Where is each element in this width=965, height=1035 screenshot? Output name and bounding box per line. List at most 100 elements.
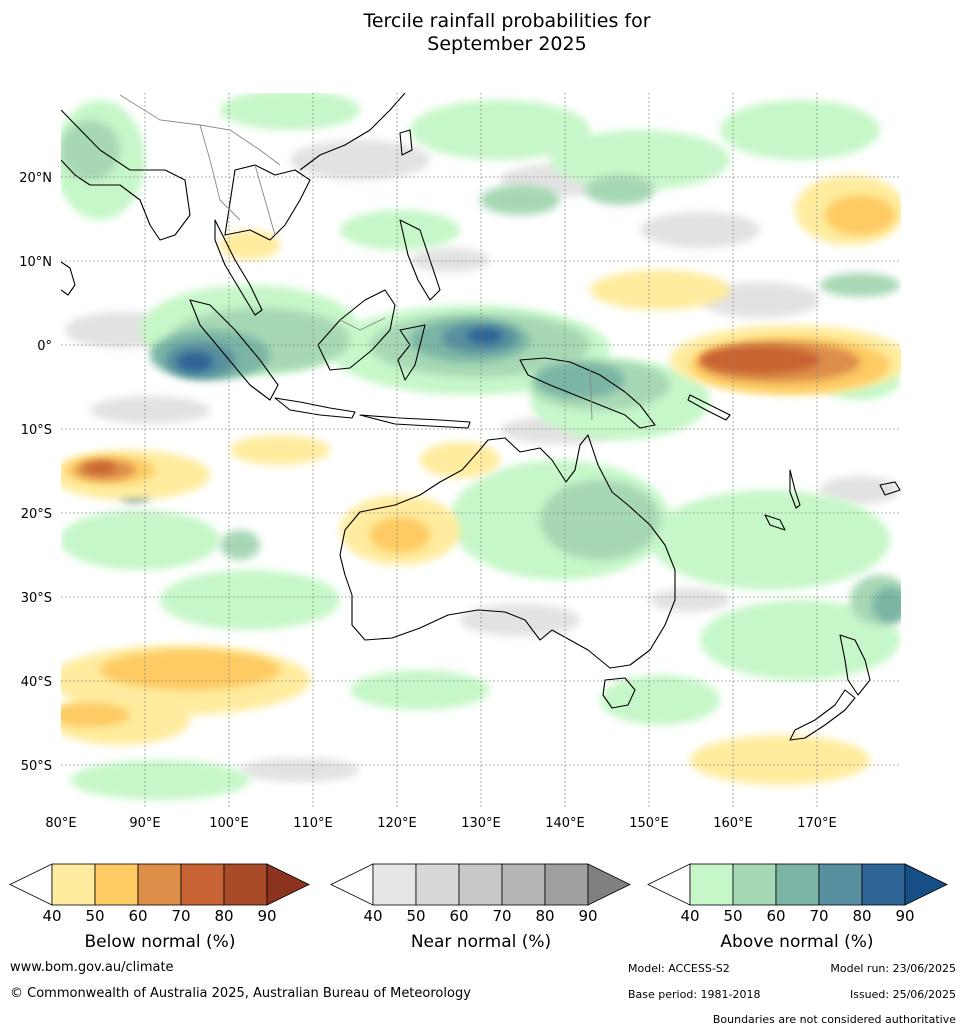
taiwan-coast — [399, 129, 413, 156]
lat-label-40s: 40°S — [21, 675, 52, 690]
colorbar-above-segment — [775, 863, 820, 906]
colorbar-above-tick: 60 — [766, 907, 785, 925]
lon-labels: 80°E 90°E 100°E 110°E 120°E 130°E 140°E … — [45, 816, 836, 831]
lon-label-120e: 120°E — [377, 816, 417, 831]
lat-label-10s: 10°S — [21, 423, 52, 438]
colorbar-below-tick: 80 — [214, 907, 233, 925]
vanuatu-coast — [789, 469, 801, 509]
colorbar-above-title: Above normal (%) — [720, 932, 874, 952]
colorbar-above-low-arrow — [647, 863, 691, 906]
philippines-coast — [399, 219, 441, 301]
colorbar-above-tick: 40 — [680, 907, 699, 925]
india-coast — [61, 109, 191, 241]
colorbar-near-tick: 60 — [449, 907, 468, 925]
colorbar-below-tick: 90 — [257, 907, 276, 925]
colorbar-legends: 40 50 60 70 80 90 40 50 60 70 80 90 40 50 60 70 80 90 — [9, 863, 948, 925]
lat-label-20n: 20°N — [19, 171, 52, 186]
colorbar-near-high-arrow — [587, 863, 631, 906]
borneo-coast — [317, 289, 396, 371]
lat-label-50s: 50°S — [21, 759, 52, 774]
colorbar-below: 40 50 60 70 80 90 — [9, 863, 310, 925]
footer-website: www.bom.gov.au/climate — [10, 960, 174, 975]
colorbar-below-tick: 40 — [42, 907, 61, 925]
sri-lanka-coast — [61, 261, 76, 296]
coastlines — [61, 93, 901, 741]
indochina-coast — [224, 164, 311, 241]
footer-model-run: Model run: 23/06/2025 — [830, 962, 956, 975]
lon-label-140e: 140°E — [545, 816, 585, 831]
malay-peninsula-coast — [214, 219, 263, 316]
colorbar-near-segment — [372, 863, 417, 906]
java-coast — [274, 397, 356, 419]
colorbar-above-tick: 70 — [809, 907, 828, 925]
lon-label-150e: 150°E — [629, 816, 669, 831]
colorbar-near-tick: 70 — [492, 907, 511, 925]
australia-coast — [339, 434, 676, 669]
colorbar-near-title: Near normal (%) — [410, 932, 552, 952]
lon-label-130e: 130°E — [461, 816, 501, 831]
nz-south-island-coast — [789, 689, 856, 741]
footer-model: Model: ACCESS-S2 — [628, 962, 730, 975]
title-line-1: Tercile rainfall probabilities for — [363, 10, 651, 32]
colorbar-below-tick: 70 — [171, 907, 190, 925]
lon-label-100e: 100°E — [209, 816, 249, 831]
colorbar-below-segment — [94, 863, 139, 906]
solomon-islands-coast — [687, 394, 731, 421]
footer-copyright: © Commonwealth of Australia 2025, Austra… — [10, 986, 471, 1001]
colorbar-near-segment — [501, 863, 546, 906]
below-normal-70 — [84, 346, 820, 474]
lat-label-10n: 10°N — [19, 255, 52, 270]
colorbar-above-segment — [861, 863, 906, 906]
colorbar-above-segment — [818, 863, 863, 906]
china-coast — [299, 93, 406, 171]
colorbar-below-high-arrow — [266, 863, 310, 906]
lat-labels: 20°N 10°N 0° 10°S 20°S 30°S 40°S 50°S — [19, 171, 52, 774]
lon-label-160e: 160°E — [713, 816, 753, 831]
colorbar-near-tick: 40 — [363, 907, 382, 925]
new-caledonia-coast — [764, 514, 786, 531]
footer-disclaimer: Boundaries are not considered authoritat… — [712, 1013, 956, 1026]
colorbar-near-tick: 90 — [578, 907, 597, 925]
colorbar-above-high-arrow — [904, 863, 948, 906]
colorbar-near-tick: 50 — [406, 907, 425, 925]
fiji-coast — [879, 481, 901, 496]
colorbar-above-tick: 80 — [852, 907, 871, 925]
lon-label-90e: 90°E — [129, 816, 160, 831]
footer-base-period: Base period: 1981-2018 — [628, 988, 761, 1001]
above-normal-80 — [177, 328, 503, 372]
lon-label-80e: 80°E — [45, 816, 76, 831]
sumatra-coast — [189, 299, 279, 401]
lon-label-110e: 110°E — [293, 816, 333, 831]
footer-issued: Issued: 25/06/2025 — [849, 988, 956, 1001]
lat-label-30s: 30°S — [21, 591, 52, 606]
sulawesi-coast — [397, 324, 426, 381]
colorbar-near-segment — [415, 863, 460, 906]
colorbar-above-segment — [689, 863, 734, 906]
colorbar-near-segment — [458, 863, 503, 906]
tasmania-coast — [602, 677, 636, 709]
new-guinea-coast — [519, 357, 656, 429]
lat-label-20s: 20°S — [21, 507, 52, 522]
colorbar-near: 40 50 60 70 80 90 — [330, 863, 631, 925]
graticule — [61, 93, 901, 807]
colorbar-below-low-arrow — [9, 863, 53, 906]
colorbar-above-tick: 50 — [723, 907, 742, 925]
colorbar-near-tick: 80 — [535, 907, 554, 925]
colorbar-below-tick: 50 — [85, 907, 104, 925]
colorbar-below-title: Below normal (%) — [84, 932, 236, 952]
title-line-2: September 2025 — [427, 33, 587, 55]
lat-label-0: 0° — [37, 339, 52, 354]
lesser-sunda-coast — [359, 414, 471, 429]
colorbar-above: 40 50 60 70 80 90 — [647, 863, 948, 925]
map-title: Tercile rainfall probabilities for Septe… — [0, 10, 965, 56]
colorbar-below-segment — [137, 863, 182, 906]
colorbar-above-tick: 90 — [895, 907, 914, 925]
nz-north-island-coast — [839, 634, 871, 696]
colorbar-above-segment — [732, 863, 777, 906]
colorbar-below-segment — [180, 863, 225, 906]
colorbar-near-low-arrow — [330, 863, 374, 906]
rainfall-map: 20°N 10°N 0° 10°S 20°S 30°S 40°S 50°S 80… — [19, 93, 901, 831]
colorbar-below-segment — [223, 863, 268, 906]
colorbar-below-tick: 60 — [128, 907, 147, 925]
map-plot-area — [61, 93, 901, 807]
